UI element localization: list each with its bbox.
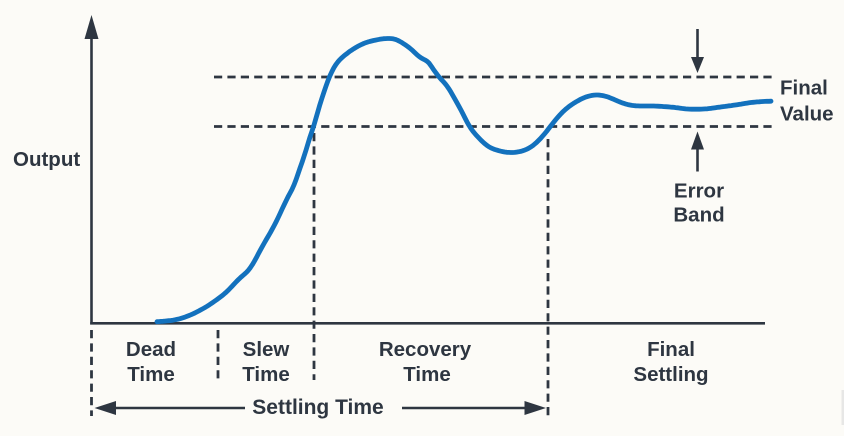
svg-text:Slew: Slew <box>243 338 290 361</box>
svg-text:Final: Final <box>647 338 695 361</box>
svg-text:Time: Time <box>127 363 174 386</box>
svg-text:Settling: Settling <box>633 363 708 386</box>
svg-text:Value: Value <box>780 103 834 126</box>
svg-text:Settling Time: Settling Time <box>252 396 383 419</box>
svg-text:Time: Time <box>403 363 450 386</box>
svg-text:Time: Time <box>242 363 289 386</box>
svg-text:Recovery: Recovery <box>379 338 472 361</box>
svg-text:Final: Final <box>780 77 828 100</box>
svg-text:Dead: Dead <box>126 338 176 361</box>
svg-text:Output: Output <box>13 148 80 171</box>
svg-text:Error: Error <box>674 180 724 203</box>
svg-text:Band: Band <box>673 204 724 227</box>
